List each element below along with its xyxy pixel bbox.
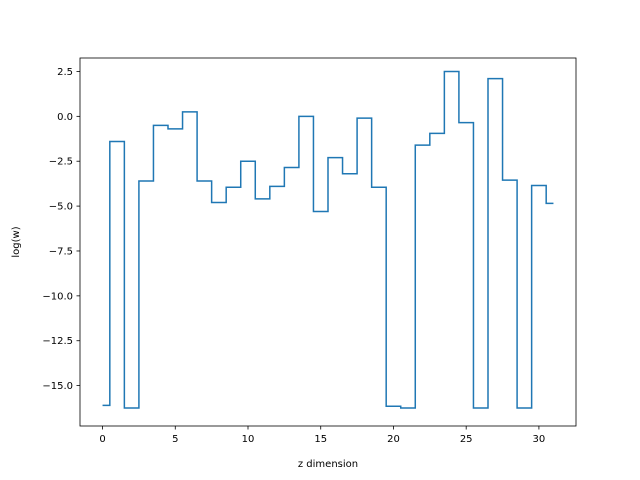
y-tick-label: −2.5 xyxy=(49,157,73,168)
series-line-0 xyxy=(102,70,554,409)
x-tick-label: 5 xyxy=(172,434,178,445)
y-tick-label: −10.0 xyxy=(42,291,73,302)
y-axis-label: log(w) xyxy=(11,226,22,257)
x-axis-ticks: 0 5 10 15 20 25 30 xyxy=(99,426,545,445)
plot-layer xyxy=(102,70,554,409)
y-tick-label: −12.5 xyxy=(42,336,73,347)
x-tick-label: 10 xyxy=(242,434,255,445)
y-axis-ticks: 2.5 0.0 −2.5 −5.0 −7.5 −10.0 −12.5 −15.0 xyxy=(42,67,80,392)
x-axis-label: z dimension xyxy=(298,459,358,470)
x-tick-label: 20 xyxy=(387,434,400,445)
y-tick-label: 2.5 xyxy=(57,67,73,78)
x-tick-label: 30 xyxy=(533,434,546,445)
x-tick-label: 25 xyxy=(460,434,473,445)
y-tick-label: −7.5 xyxy=(49,246,73,257)
y-tick-label: −15.0 xyxy=(42,381,73,392)
x-tick-label: 0 xyxy=(99,434,105,445)
y-tick-label: 0.0 xyxy=(57,112,73,123)
plot-frame xyxy=(79,57,577,427)
x-tick-label: 15 xyxy=(314,434,327,445)
y-tick-label: −5.0 xyxy=(49,202,73,213)
